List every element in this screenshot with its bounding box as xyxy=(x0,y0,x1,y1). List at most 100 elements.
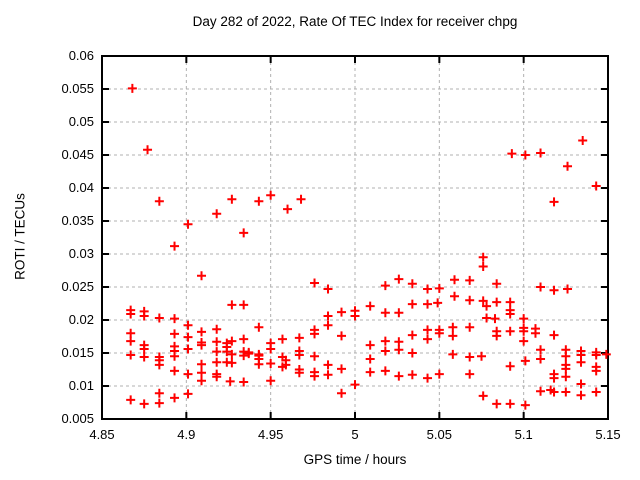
x-tick-label: 5.05 xyxy=(426,427,452,442)
data-point xyxy=(197,359,207,369)
data-point xyxy=(266,190,276,200)
data-point xyxy=(549,285,559,295)
data-point xyxy=(549,330,559,340)
data-point xyxy=(394,371,404,381)
data-point xyxy=(407,330,417,340)
data-point xyxy=(126,328,136,338)
data-point xyxy=(519,326,529,336)
data-point xyxy=(591,350,601,360)
data-point xyxy=(492,331,502,341)
data-point xyxy=(227,194,237,204)
data-point xyxy=(380,366,390,376)
data-point xyxy=(170,329,180,339)
data-point xyxy=(549,387,559,397)
x-tick-label: 4.95 xyxy=(258,427,284,442)
data-point xyxy=(519,336,529,346)
data-point xyxy=(227,336,237,346)
data-point xyxy=(434,369,444,379)
data-point xyxy=(380,281,390,291)
y-tick-label: 0.045 xyxy=(61,147,94,162)
data-point xyxy=(239,377,249,387)
data-point xyxy=(576,379,586,389)
data-point xyxy=(407,279,417,289)
data-point xyxy=(423,325,433,335)
data-point xyxy=(380,346,390,356)
data-point xyxy=(323,370,333,380)
data-point xyxy=(294,333,304,343)
data-point xyxy=(212,209,222,219)
data-point xyxy=(365,340,375,350)
data-point xyxy=(561,364,571,374)
data-point xyxy=(143,145,153,155)
data-point xyxy=(310,371,320,381)
data-point xyxy=(222,347,232,357)
x-tick-label: 5 xyxy=(351,427,359,442)
data-point xyxy=(423,334,433,344)
data-point xyxy=(465,352,475,362)
data-point xyxy=(266,344,276,354)
data-point xyxy=(139,352,149,362)
data-point xyxy=(380,336,390,346)
x-tick-label: 4.9 xyxy=(177,427,196,442)
data-point xyxy=(294,368,304,378)
data-point xyxy=(482,313,492,323)
x-tick-label: 5.1 xyxy=(514,427,533,442)
data-point xyxy=(505,297,515,307)
data-point xyxy=(170,314,180,324)
data-point xyxy=(139,311,149,321)
data-point xyxy=(536,345,546,355)
data-point xyxy=(536,354,546,364)
data-point xyxy=(197,340,207,350)
data-point xyxy=(239,351,249,361)
data-point xyxy=(239,300,249,310)
data-point xyxy=(576,357,586,367)
data-point xyxy=(448,349,458,359)
data-point xyxy=(365,354,375,364)
data-point xyxy=(448,331,458,341)
data-point xyxy=(492,399,502,409)
data-point xyxy=(477,351,486,361)
data-point xyxy=(139,399,149,409)
data-point xyxy=(323,284,333,294)
data-point xyxy=(310,278,320,288)
data-point xyxy=(536,148,546,158)
data-point xyxy=(561,387,571,397)
data-point xyxy=(423,373,433,383)
data-point xyxy=(323,360,333,370)
data-point xyxy=(394,308,404,318)
data-point xyxy=(591,366,601,376)
data-point xyxy=(197,271,207,281)
data-point xyxy=(450,291,460,301)
data-point xyxy=(281,360,291,370)
x-tick-label: 5.15 xyxy=(595,427,621,442)
data-point xyxy=(520,400,530,410)
data-point xyxy=(433,298,443,308)
data-point xyxy=(266,376,276,386)
data-point xyxy=(478,391,488,401)
data-point xyxy=(227,300,237,310)
data-point xyxy=(183,320,193,330)
y-tick-label: 0.055 xyxy=(61,81,94,96)
data-point xyxy=(520,356,530,366)
data-point xyxy=(170,351,180,361)
data-point xyxy=(212,337,222,347)
y-tick-label: 0.025 xyxy=(61,279,94,294)
data-point xyxy=(126,395,136,405)
y-tick-label: 0.01 xyxy=(68,378,94,393)
data-point xyxy=(434,328,444,338)
data-point xyxy=(139,344,149,354)
data-point xyxy=(478,262,488,272)
data-point xyxy=(478,252,488,262)
data-point xyxy=(450,275,460,285)
y-tick-label: 0.06 xyxy=(68,48,94,63)
y-tick-label: 0.03 xyxy=(68,246,94,261)
data-point xyxy=(154,388,164,398)
data-point xyxy=(591,387,601,397)
data-point xyxy=(254,196,264,206)
data-point xyxy=(482,301,492,311)
data-point xyxy=(183,219,193,229)
data-point xyxy=(507,149,517,159)
data-point xyxy=(212,324,222,334)
